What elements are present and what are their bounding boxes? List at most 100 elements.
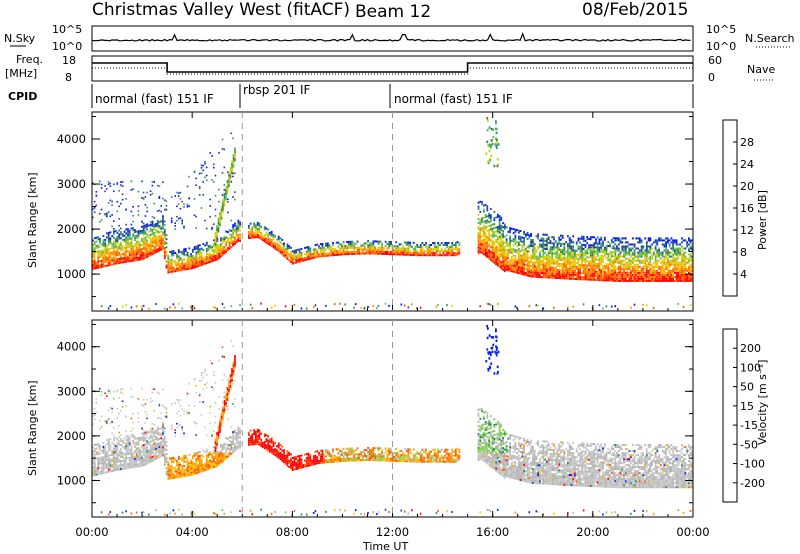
velocity-cell (106, 471, 108, 474)
power-cell (149, 237, 152, 240)
power-cell (674, 257, 676, 260)
power-cell (518, 257, 520, 260)
power-cell (109, 247, 112, 250)
power-cell (539, 259, 541, 262)
power-cell (565, 241, 568, 244)
power-cell (223, 198, 226, 202)
power-cell (626, 253, 629, 256)
power-cell (649, 249, 652, 252)
power-cell (519, 270, 522, 273)
power-cell (654, 259, 657, 262)
power-cell (397, 245, 399, 248)
power-cell (500, 245, 503, 247)
power-cell (177, 269, 180, 272)
power-cell (204, 163, 206, 165)
power-cell (325, 248, 327, 251)
power-cell (679, 265, 681, 268)
power-cell (649, 257, 652, 260)
velocity-cell (160, 445, 163, 448)
power-cell (640, 267, 643, 270)
power-cell (160, 210, 162, 213)
power-cell (656, 275, 659, 278)
power-cell (363, 244, 366, 247)
power-cell (589, 236, 592, 239)
power-cell (544, 258, 547, 260)
power-cell (137, 214, 140, 216)
power-cell (572, 305, 574, 308)
power-cell (100, 259, 103, 262)
power-cell (137, 258, 140, 261)
power-cell (127, 238, 129, 241)
power-cell (493, 261, 496, 264)
power-cell (516, 261, 518, 264)
power-cell (624, 245, 627, 248)
power-cell (204, 161, 206, 163)
power-cell (114, 252, 117, 255)
power-cell (234, 158, 236, 162)
power-cell (486, 205, 489, 208)
power-cell (121, 235, 124, 237)
power-cell (107, 250, 110, 253)
power-cell (621, 271, 624, 274)
power-cell (640, 273, 643, 276)
velocity-cell (170, 475, 173, 478)
power-cell (220, 255, 222, 258)
power-cell (302, 259, 305, 262)
power-cell (570, 241, 573, 244)
velocity-cell (146, 448, 149, 451)
velocity-cell (144, 457, 147, 460)
velocity-cell (142, 511, 145, 513)
power-cell (202, 194, 204, 196)
velocity-cell (195, 452, 198, 455)
power-cell (640, 271, 643, 274)
power-cell (99, 252, 101, 255)
power-cell (369, 248, 371, 251)
power-cell (631, 279, 634, 282)
power-cell (686, 279, 688, 282)
power-cell (688, 279, 690, 282)
power-cell (539, 257, 541, 260)
power-cell (489, 256, 492, 259)
velocity-cell (181, 513, 183, 516)
power-cell (610, 279, 613, 282)
power-cell (200, 259, 203, 262)
power-cell (532, 247, 534, 250)
power-cell (665, 247, 667, 250)
power-cell (181, 264, 184, 267)
power-cell (617, 275, 620, 278)
power-cell (570, 249, 573, 252)
power-cell (211, 250, 213, 252)
power-cell (139, 248, 142, 251)
power-cell (540, 261, 543, 264)
power-cell (624, 279, 627, 282)
power-cell (286, 257, 289, 260)
power-cell (402, 251, 405, 254)
velocity-cell (162, 454, 164, 457)
power-cell (691, 247, 693, 250)
power-cell (572, 277, 575, 280)
power-cell (616, 237, 618, 240)
power-cell (442, 244, 445, 246)
power-cell (668, 277, 671, 280)
power-cell (93, 261, 96, 264)
power-cell (446, 244, 448, 246)
velocity-cell (144, 463, 147, 466)
nsky-trace (91, 31, 691, 42)
power-cell (163, 230, 166, 233)
power-cell (510, 227, 513, 230)
power-cell (191, 254, 194, 257)
power-cell (667, 259, 669, 262)
power-cell (120, 261, 122, 264)
power-cell (405, 247, 408, 250)
power-cell (577, 237, 580, 240)
power-cell (668, 243, 671, 246)
velocity-cell (156, 451, 159, 453)
power-cell (498, 261, 501, 264)
power-cell (575, 278, 578, 280)
power-cell (442, 250, 445, 253)
power-cell (286, 253, 289, 256)
power-cell (121, 249, 124, 252)
velocity-cell (125, 465, 128, 468)
power-cell (146, 249, 149, 252)
power-cell (661, 255, 664, 258)
